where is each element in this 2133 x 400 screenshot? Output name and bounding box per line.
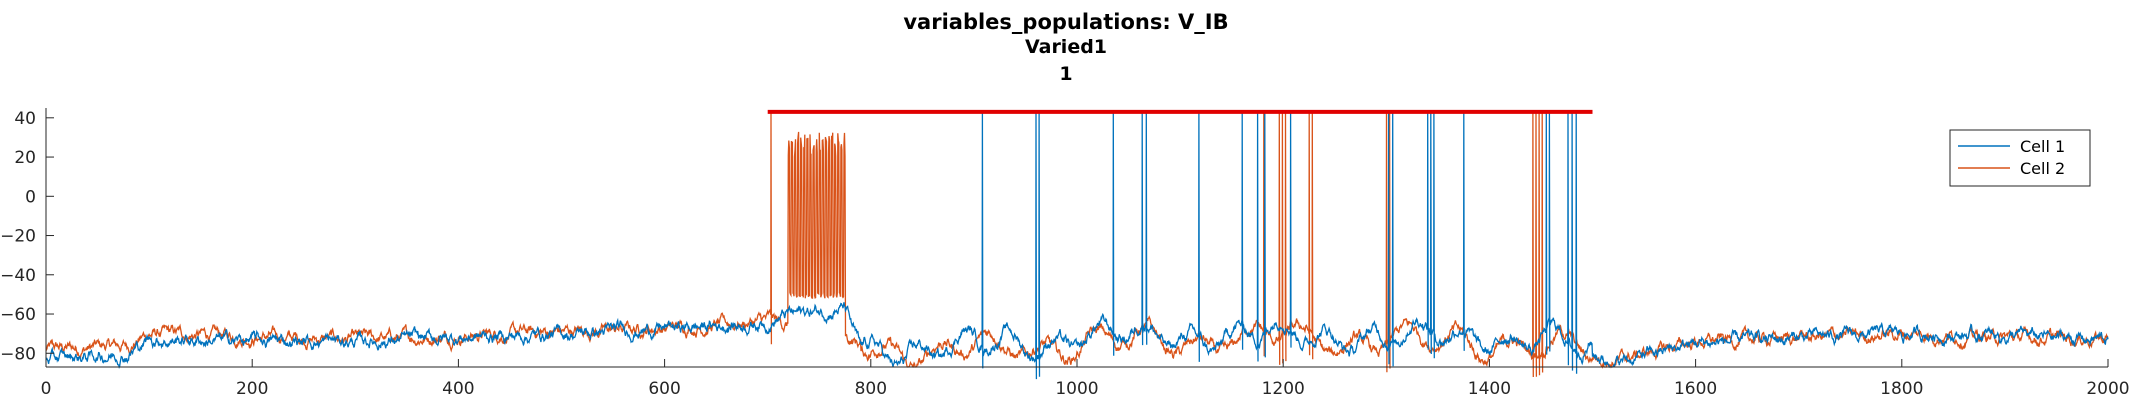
x-tick-label: 0 <box>41 379 52 399</box>
chart-subtitle: Varied1 <box>1025 36 1107 58</box>
y-tick-label: −40 <box>0 266 36 286</box>
traces <box>45 109 2109 380</box>
legend: Cell 1 Cell 2 <box>1949 129 2091 187</box>
x-tick-label: 600 <box>648 379 680 399</box>
x-tick-label: 1400 <box>1468 379 1511 399</box>
y-tick-label: −60 <box>0 305 36 325</box>
chart-title: variables_populations: V_IB <box>903 10 1228 34</box>
y-tick-label: −20 <box>0 227 36 247</box>
x-tick-label: 1800 <box>1880 379 1923 399</box>
x-tick-label: 1200 <box>1262 379 1305 399</box>
axes: 0 200 400 600 800 1000 1200 1400 1600 1800 2000402… <box>0 108 2130 399</box>
legend-box <box>1949 129 2091 187</box>
y-tick-label: 40 <box>14 109 36 129</box>
x-tick-label: 800 <box>855 379 887 399</box>
y-tick-label: 0 <box>25 187 36 207</box>
chart-subtitle-2: 1 <box>1059 63 1072 85</box>
legend-label: Cell 2 <box>2020 159 2065 178</box>
x-tick-label: 1600 <box>1674 379 1717 399</box>
x-tick-label: 1000 <box>1055 379 1098 399</box>
series-line-cell-1 <box>45 111 2109 380</box>
y-tick-label: −80 <box>0 344 36 364</box>
y-tick-label: 20 <box>14 148 36 168</box>
x-tick-label: 2000 <box>2086 379 2129 399</box>
series-line-cell-2 <box>45 111 2109 378</box>
x-tick-label: 200 <box>236 379 268 399</box>
x-tick-label: 400 <box>442 379 474 399</box>
legend-label: Cell 1 <box>2020 137 2065 156</box>
